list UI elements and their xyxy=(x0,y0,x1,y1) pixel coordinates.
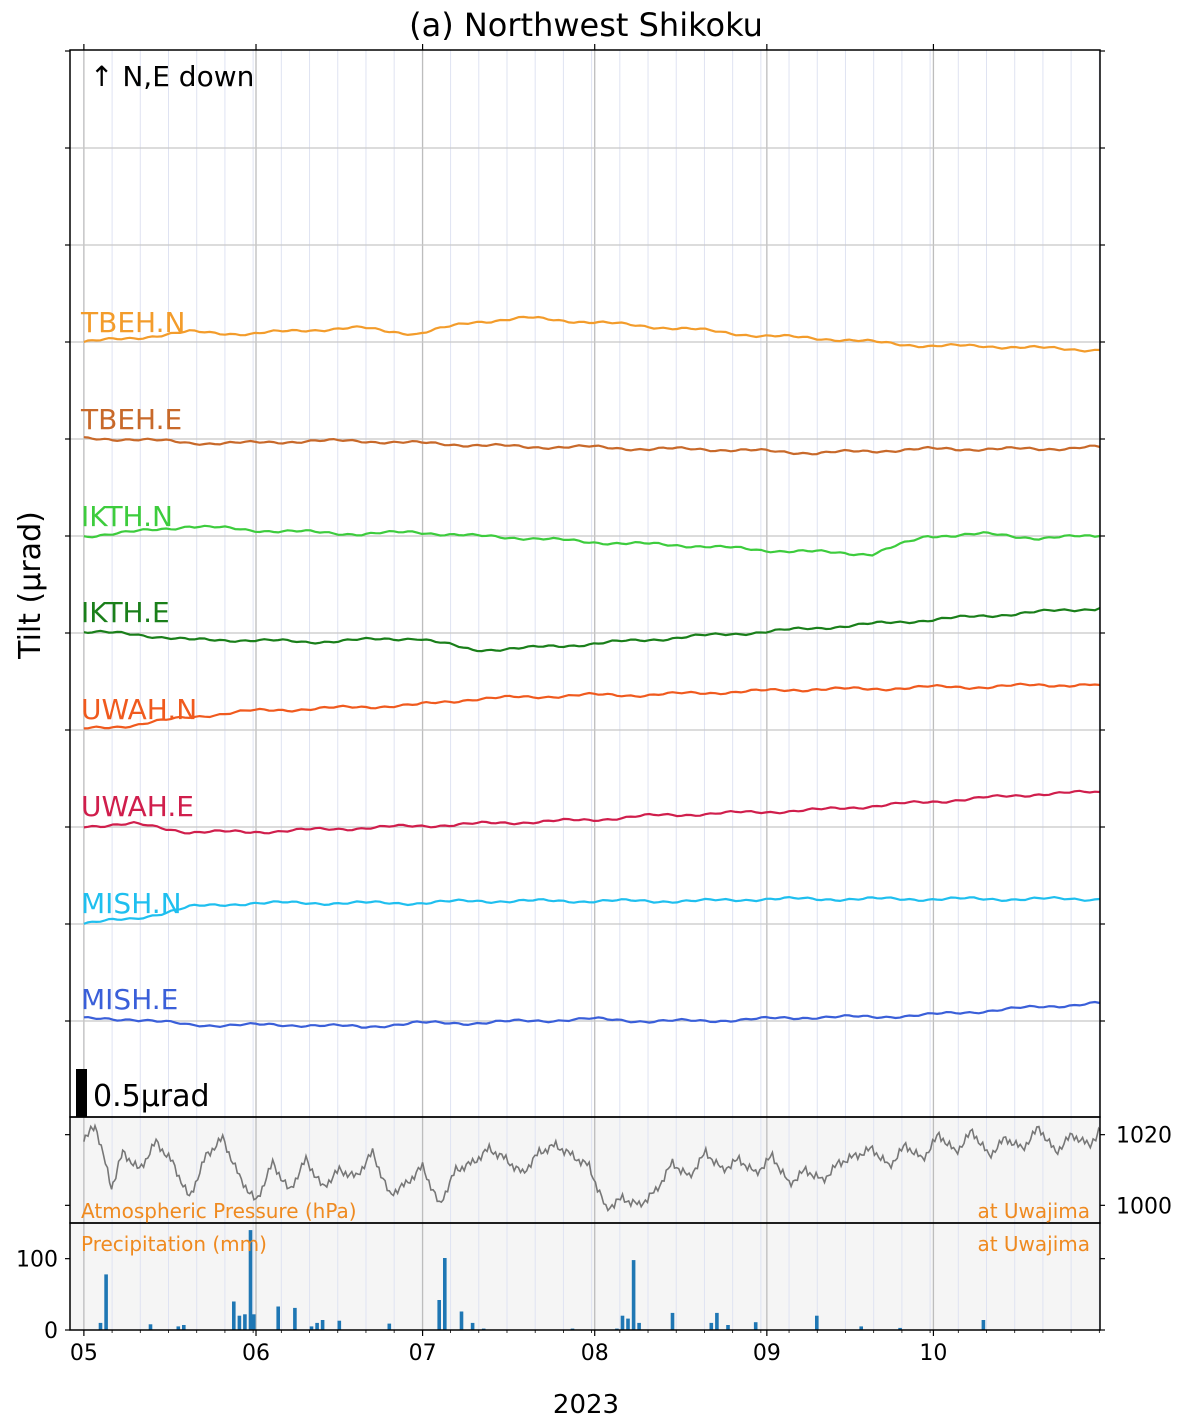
precip-bar xyxy=(631,1260,636,1330)
precip-bar xyxy=(98,1322,103,1330)
series-uwah-e: UWAH.E xyxy=(81,789,1101,835)
precip-bar xyxy=(148,1324,153,1330)
y-axis-label: Tilt (μrad) xyxy=(13,511,48,660)
x-tick-label: 08 xyxy=(581,1341,609,1366)
series-line xyxy=(83,524,1101,557)
series-line xyxy=(83,895,1101,925)
pressure-tick-label: 1020 xyxy=(1116,1124,1172,1149)
pressure-line xyxy=(83,1123,1101,1212)
precip-tick-label: 0 xyxy=(44,1319,58,1344)
precip-bar xyxy=(276,1306,280,1330)
series-line xyxy=(83,682,1101,730)
precip-label: Precipitation (mm) xyxy=(81,1232,267,1256)
series-label: MISH.E xyxy=(81,983,178,1016)
precip-bar xyxy=(237,1315,242,1330)
precip-bar xyxy=(252,1314,256,1330)
series-tbeh-e: TBEH.E xyxy=(80,403,1101,456)
series-ikth-n: IKTH.N xyxy=(81,500,1101,557)
series-label: UWAH.E xyxy=(81,790,194,823)
precip-bar xyxy=(898,1327,902,1330)
precip-bar xyxy=(387,1323,392,1330)
precip-bar xyxy=(176,1326,181,1330)
precip-bar xyxy=(470,1322,475,1330)
precip-bar xyxy=(626,1318,630,1330)
pressure-location: at Uwajima xyxy=(977,1199,1090,1223)
x-tick-label: 09 xyxy=(753,1341,781,1366)
pressure-label: Atmospheric Pressure (hPa) xyxy=(81,1199,357,1223)
series-tbeh-n: TBEH.N xyxy=(80,306,1101,353)
precip-bar xyxy=(459,1311,464,1330)
series-mish-e: MISH.E xyxy=(81,983,1101,1029)
series-mish-n: MISH.N xyxy=(81,887,1101,925)
precip-bar xyxy=(337,1320,342,1330)
pressure-tick-label: 1000 xyxy=(1116,1194,1172,1219)
series-label: UWAH.N xyxy=(81,693,197,726)
precip-panel-bg xyxy=(70,1223,1100,1330)
precip-bar xyxy=(315,1322,319,1330)
series-line xyxy=(83,606,1101,653)
precip-bar xyxy=(437,1300,441,1330)
pressure-panel-bg xyxy=(70,1117,1100,1223)
precip-bar xyxy=(981,1320,986,1330)
precip-bar xyxy=(709,1322,714,1330)
x-tick-label: 07 xyxy=(409,1341,437,1366)
direction-note: ↑ N,E down xyxy=(90,60,254,93)
precip-bar xyxy=(670,1312,675,1330)
series-label: TBEH.N xyxy=(80,306,185,339)
series-line xyxy=(83,1000,1101,1029)
x-tick-label: 06 xyxy=(242,1341,270,1366)
precip-bar xyxy=(309,1326,314,1330)
precip-bar xyxy=(859,1326,863,1330)
series-label: IKTH.E xyxy=(81,596,170,629)
precip-bar xyxy=(637,1322,641,1330)
x-tick-label: 05 xyxy=(70,1341,98,1366)
series-label: TBEH.E xyxy=(80,403,182,436)
precip-bar xyxy=(715,1312,719,1330)
precip-location: at Uwajima xyxy=(977,1232,1090,1256)
scale-bar xyxy=(76,1069,87,1117)
precip-bar xyxy=(248,1230,253,1330)
x-axis-label: 2023 xyxy=(553,1390,619,1420)
precip-tick-label: 100 xyxy=(16,1248,58,1273)
precip-bar xyxy=(243,1314,247,1330)
series-line xyxy=(83,789,1101,835)
precip-bar xyxy=(320,1320,325,1330)
precip-bar xyxy=(443,1258,447,1330)
chart-title: (a) Northwest Shikoku xyxy=(409,6,763,44)
precip-bar xyxy=(104,1274,108,1330)
precip-bar xyxy=(726,1325,730,1330)
series-ikth-e: IKTH.E xyxy=(81,596,1101,653)
precip-bar xyxy=(815,1315,819,1330)
series-uwah-n: UWAH.N xyxy=(81,682,1101,730)
series-label: MISH.N xyxy=(81,887,182,920)
precip-bar xyxy=(232,1301,236,1330)
precip-bar xyxy=(753,1322,758,1330)
x-tick-label: 10 xyxy=(919,1341,947,1366)
series-line xyxy=(83,436,1101,456)
precip-bar xyxy=(293,1307,297,1330)
series-label: IKTH.N xyxy=(81,500,173,533)
scale-bar-label: 0.5μrad xyxy=(93,1079,210,1114)
precip-panel-frame xyxy=(69,1222,1101,1331)
precip-bar xyxy=(620,1315,625,1330)
series-line xyxy=(83,315,1101,353)
precip-bar xyxy=(182,1325,186,1330)
